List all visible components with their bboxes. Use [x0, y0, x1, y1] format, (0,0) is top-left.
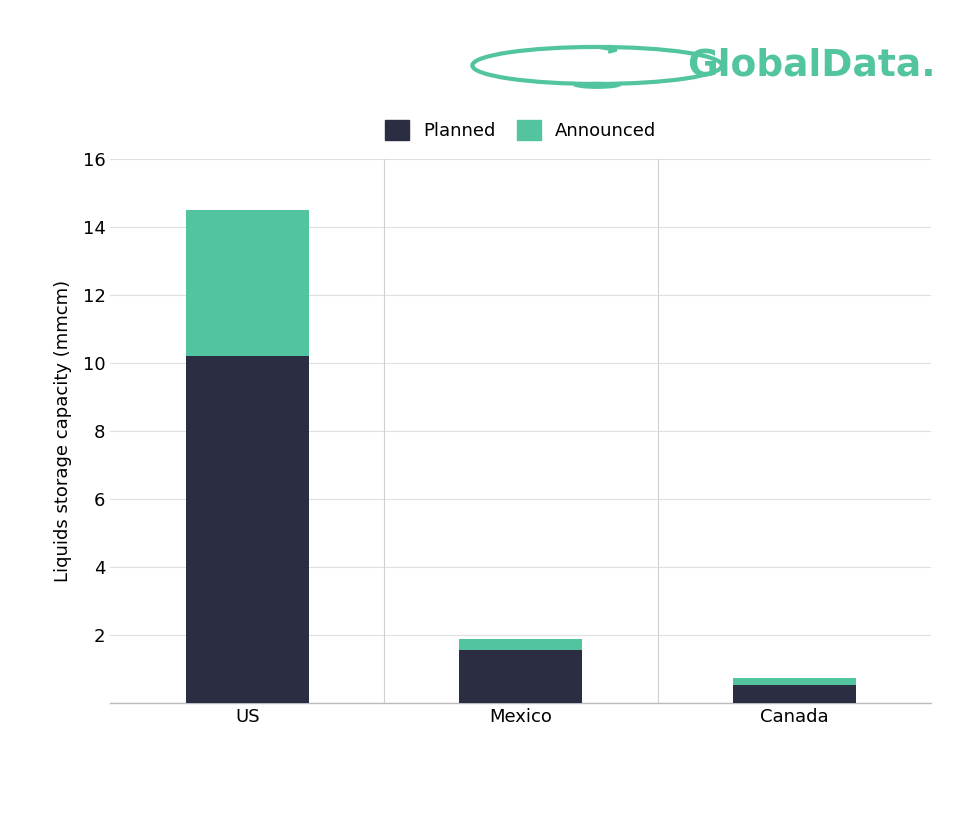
Bar	[459, 650, 583, 703]
Circle shape	[573, 82, 621, 89]
Y-axis label: Liquids storage capacity (mmcm): Liquids storage capacity (mmcm)	[54, 280, 72, 582]
Bar	[185, 356, 309, 703]
Bar	[732, 685, 856, 703]
Text: New-build liquids storage capacity
growth by country in North America,
2019 - 20: New-build liquids storage capacity growt…	[24, 31, 468, 106]
Text: Source:  GlobalData, Oil and Gas Intelligence Center: Source: GlobalData, Oil and Gas Intellig…	[29, 764, 662, 785]
Text: GlobalData.: GlobalData.	[687, 47, 936, 84]
Legend: Planned, Announced: Planned, Announced	[378, 113, 663, 147]
Bar	[185, 210, 309, 356]
Bar	[459, 638, 583, 650]
Bar	[732, 678, 856, 685]
